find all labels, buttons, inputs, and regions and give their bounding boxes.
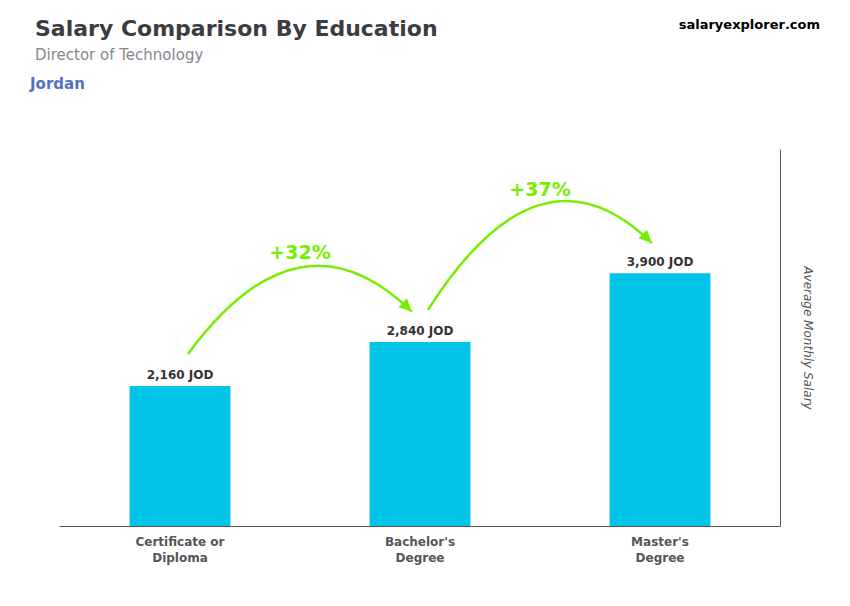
svg-text:Average Monthly Salary: Average Monthly Salary — [801, 265, 815, 410]
svg-text:Certificate or: Certificate or — [135, 535, 224, 549]
svg-text:.com: .com — [785, 17, 820, 32]
svg-text:3,900 JOD: 3,900 JOD — [627, 255, 694, 269]
svg-text:2,160 JOD: 2,160 JOD — [147, 368, 214, 382]
svg-text:Degree: Degree — [396, 551, 445, 565]
svg-text:Salary Comparison By Education: Salary Comparison By Education — [35, 16, 438, 41]
svg-text:Diploma: Diploma — [152, 551, 208, 565]
svg-text:Bachelor's: Bachelor's — [385, 535, 455, 549]
svg-text:Degree: Degree — [636, 551, 685, 565]
svg-text:Master's: Master's — [631, 535, 689, 549]
svg-text:explorer: explorer — [723, 17, 785, 32]
svg-text:Director of Technology: Director of Technology — [35, 46, 203, 64]
svg-text:Jordan: Jordan — [29, 75, 85, 93]
svg-text:salary: salary — [679, 17, 724, 32]
svg-text:+32%: +32% — [269, 241, 330, 263]
svg-text:2,840 JOD: 2,840 JOD — [387, 324, 454, 338]
svg-text:+37%: +37% — [509, 178, 570, 200]
